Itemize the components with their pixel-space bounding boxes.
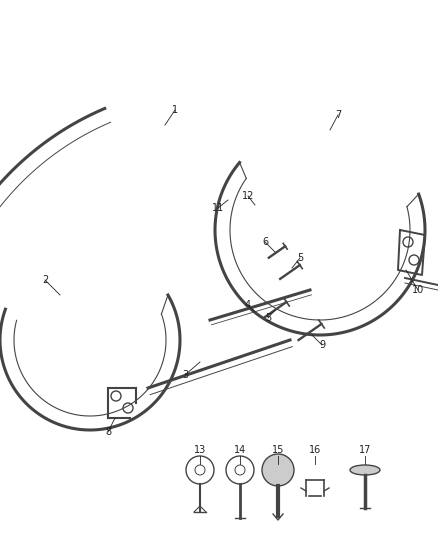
Text: 12: 12 xyxy=(242,191,254,201)
Text: 4: 4 xyxy=(245,300,251,310)
Text: 7: 7 xyxy=(335,110,341,120)
Ellipse shape xyxy=(350,465,380,475)
Text: 1: 1 xyxy=(172,105,178,115)
Text: 8: 8 xyxy=(105,427,111,437)
Text: 17: 17 xyxy=(359,445,371,455)
Text: 5: 5 xyxy=(297,253,303,263)
Text: 16: 16 xyxy=(309,445,321,455)
Text: 14: 14 xyxy=(234,445,246,455)
Text: 15: 15 xyxy=(272,445,284,455)
Text: 3: 3 xyxy=(182,370,188,380)
Text: 13: 13 xyxy=(194,445,206,455)
Text: 2: 2 xyxy=(42,275,48,285)
Text: 6: 6 xyxy=(262,237,268,247)
Text: 9: 9 xyxy=(319,340,325,350)
Text: 5: 5 xyxy=(265,313,271,323)
Text: 11: 11 xyxy=(212,203,224,213)
Circle shape xyxy=(262,454,294,486)
Text: 10: 10 xyxy=(412,285,424,295)
